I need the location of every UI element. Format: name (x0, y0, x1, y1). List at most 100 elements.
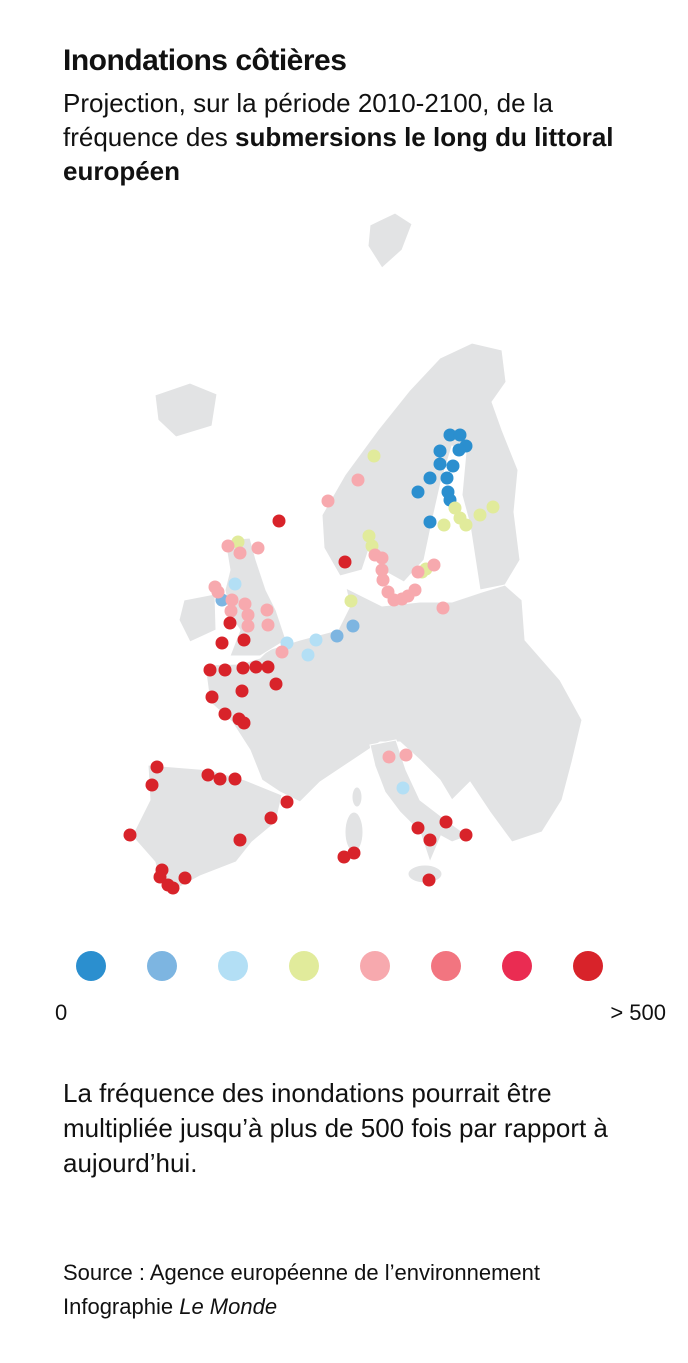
flood-dot (251, 541, 265, 555)
flood-dot (422, 873, 436, 887)
flood-dot (362, 529, 376, 543)
flood-dot (338, 555, 352, 569)
flood-dot (446, 459, 460, 473)
flood-dot (233, 546, 247, 560)
flood-dot (145, 778, 159, 792)
flood-dot (301, 648, 315, 662)
flood-dot (231, 535, 245, 549)
flood-dot (321, 494, 335, 508)
flood-dot (411, 565, 425, 579)
flood-dot (225, 593, 239, 607)
legend-swatch (502, 951, 532, 981)
legend-max-label: > 500 (610, 1000, 666, 1025)
flood-dot (330, 629, 344, 643)
flood-dot (433, 457, 447, 471)
flood-dot (396, 781, 410, 795)
flood-dot (440, 471, 454, 485)
flood-dot (423, 471, 437, 485)
flood-dot (218, 663, 232, 677)
scandinavia (321, 342, 521, 591)
flood-dot (337, 850, 351, 864)
flood-dot (382, 750, 396, 764)
flood-dot (213, 772, 227, 786)
legend-swatch (573, 951, 603, 981)
flood-dot (228, 772, 242, 786)
flood-dot (264, 811, 278, 825)
flood-dot (221, 539, 235, 553)
flood-dot (375, 563, 389, 577)
flood-dot (235, 684, 249, 698)
flood-dot (351, 473, 365, 487)
flood-dot (423, 833, 437, 847)
flood-dot (459, 518, 473, 532)
corsica (351, 786, 363, 808)
legend-swatch (431, 951, 461, 981)
flood-dot (439, 815, 453, 829)
legend-swatch (76, 951, 106, 981)
flood-dot (486, 500, 500, 514)
flood-dot (218, 707, 232, 721)
credit-name: Le Monde (179, 1294, 278, 1319)
flood-dot (241, 619, 255, 633)
flood-dot (411, 485, 425, 499)
flood-dot (309, 633, 323, 647)
credit: Infographie Le Monde (63, 1294, 277, 1320)
continent (204, 584, 583, 843)
flood-dot (473, 508, 487, 522)
iceland (154, 382, 218, 438)
flood-dot (211, 585, 225, 599)
flood-dot (375, 551, 389, 565)
svalbard (367, 212, 413, 269)
flood-dot (436, 601, 450, 615)
flood-dot (228, 577, 242, 591)
legend-min-label: 0 (55, 1000, 68, 1025)
flood-dot (203, 663, 217, 677)
sardinia (344, 811, 364, 853)
subtitle-bold: submersions le long du littoral européen (63, 122, 614, 186)
flood-dot (233, 833, 247, 847)
flood-dot (178, 871, 192, 885)
flood-dot (241, 608, 255, 622)
flood-dot (166, 881, 180, 895)
legend-swatch (218, 951, 248, 981)
flood-dot (238, 597, 252, 611)
flood-dot (237, 633, 251, 647)
italy (369, 739, 470, 864)
flood-dot (275, 645, 289, 659)
subtitle-plain: Projection, sur la période 2010-2100, de… (63, 88, 553, 152)
legend (76, 951, 603, 981)
flood-dot (261, 618, 275, 632)
flood-dot (237, 716, 251, 730)
flood-dot (224, 604, 238, 618)
flood-dots (123, 428, 500, 895)
flood-dot (399, 748, 413, 762)
flood-dot (261, 660, 275, 674)
flood-dot (344, 594, 358, 608)
map (123, 212, 583, 895)
flood-dot (215, 636, 229, 650)
flood-dot (376, 573, 390, 587)
flood-dot (123, 828, 137, 842)
credit-prefix: Infographie (63, 1294, 174, 1319)
flood-dot (272, 514, 286, 528)
flood-dot (249, 660, 263, 674)
flood-dot (269, 677, 283, 691)
flood-dot (223, 616, 237, 630)
flood-dot (427, 558, 441, 572)
flood-dot (437, 518, 451, 532)
title: Inondations côtières (63, 44, 347, 77)
flood-dot (459, 828, 473, 842)
flood-dot (280, 795, 294, 809)
flood-dot (453, 428, 467, 442)
flood-dot (205, 690, 219, 704)
flood-dot (367, 449, 381, 463)
land (131, 212, 583, 888)
flood-dot (153, 870, 167, 884)
flood-dot (150, 760, 164, 774)
source: Source : Agence européenne de l’environn… (63, 1260, 541, 1285)
legend-swatch (360, 951, 390, 981)
flood-dot (433, 444, 447, 458)
ireland (178, 593, 217, 643)
flood-dot (236, 661, 250, 675)
